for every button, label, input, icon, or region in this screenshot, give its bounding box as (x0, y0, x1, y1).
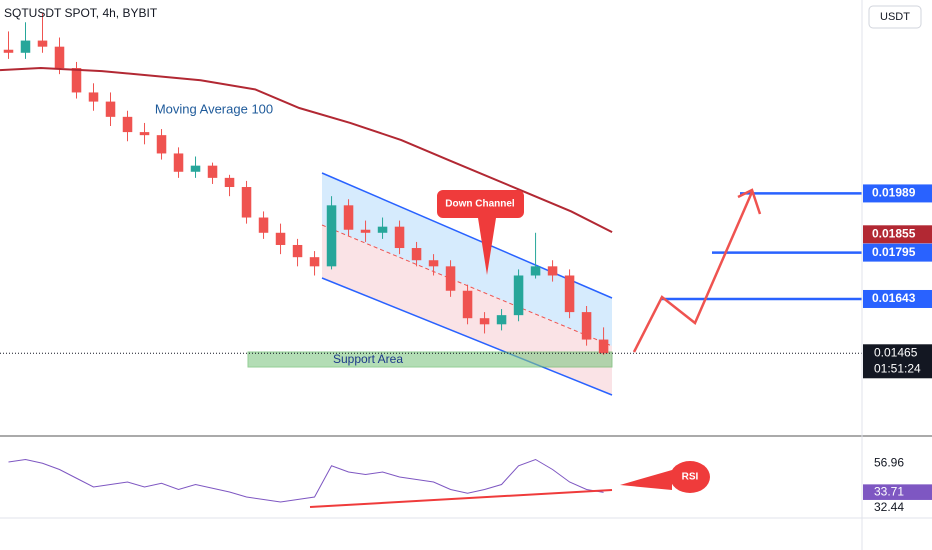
candle-body (411, 248, 422, 261)
candle-body (292, 244, 303, 258)
candle-body (156, 135, 167, 154)
candle-body (530, 266, 541, 276)
rsi-badge-label: 33.71 (874, 485, 904, 499)
last-price-badge (863, 344, 932, 379)
candle-body (224, 177, 235, 188)
marks (0, 13, 862, 503)
candle-body (3, 49, 14, 53)
rsi-line (8, 458, 604, 503)
down-channel-callout (437, 190, 524, 275)
rsi-badge (863, 484, 932, 501)
currency-box (868, 5, 922, 29)
rsi-badge-label: 56.96 (874, 455, 904, 469)
overlay: 0.01465 01:51:24 0.01989 0.01795 0.01643 0.01… (863, 184, 932, 516)
rsi-callout (670, 461, 710, 493)
last-price-label: 0.01465 (874, 345, 918, 359)
channel-upper-line (321, 172, 613, 299)
candle-body (122, 116, 133, 133)
candle-body (54, 46, 65, 69)
ma-label: Moving Average 100 (155, 101, 273, 116)
rsi-badge (863, 499, 932, 516)
candle-body (343, 205, 354, 230)
level-label: 0.01795 (872, 245, 916, 259)
candle-body (88, 92, 99, 102)
candle-body (547, 266, 558, 276)
channel-mid-line (321, 224, 613, 347)
arrow-head (737, 188, 762, 215)
level-badge (863, 184, 932, 203)
candle-body (445, 266, 456, 291)
ma-badge-label: 0.01855 (872, 226, 916, 240)
candle-body (428, 260, 439, 267)
candle-body (360, 229, 371, 233)
candle-body (190, 165, 201, 172)
ma-badge (863, 225, 932, 244)
candle-body (309, 257, 320, 267)
candle-body (462, 290, 473, 319)
candle-body (581, 312, 592, 340)
candle-body (275, 232, 286, 245)
level-badge (863, 243, 932, 262)
candle-body (258, 217, 269, 233)
level-badge (863, 289, 932, 308)
candle-body (241, 187, 252, 218)
candle-body (479, 318, 490, 325)
countdown: 01:51:24 (874, 361, 921, 375)
support-area (247, 351, 613, 368)
candle-body (496, 315, 507, 325)
down-channel-label: Down Channel (445, 199, 515, 210)
candle-body (513, 275, 524, 316)
currency: USDT (880, 11, 910, 23)
level-label: 0.01989 (872, 186, 916, 200)
channel-upper-fill (322, 173, 612, 346)
level-label: 0.01643 (872, 291, 916, 305)
candle-body (598, 339, 609, 354)
candle-body (173, 153, 184, 172)
rsi-badge-label: 32.44 (874, 500, 904, 514)
rsi-trendline (309, 489, 613, 508)
moving-average-line (0, 67, 613, 234)
chart-title: SQTUSDT SPOT, 4h, BYBIT (4, 6, 158, 20)
candle-body (139, 132, 150, 136)
candle-body (394, 226, 405, 249)
channel-lower-line (321, 277, 613, 396)
candle-body (564, 275, 575, 313)
rsi-callout-label: RSI (682, 472, 699, 483)
projection-arrow (632, 191, 754, 353)
rsi-pointer (620, 470, 672, 490)
candle-body (377, 226, 388, 233)
rsi-badge (863, 455, 932, 472)
candle-body (20, 40, 31, 53)
candle-body (207, 165, 218, 178)
candle-body (105, 101, 116, 117)
candle-body (71, 68, 82, 93)
candle-body (326, 205, 337, 267)
candle-body (37, 40, 48, 47)
support-label: Support Area (333, 352, 403, 366)
